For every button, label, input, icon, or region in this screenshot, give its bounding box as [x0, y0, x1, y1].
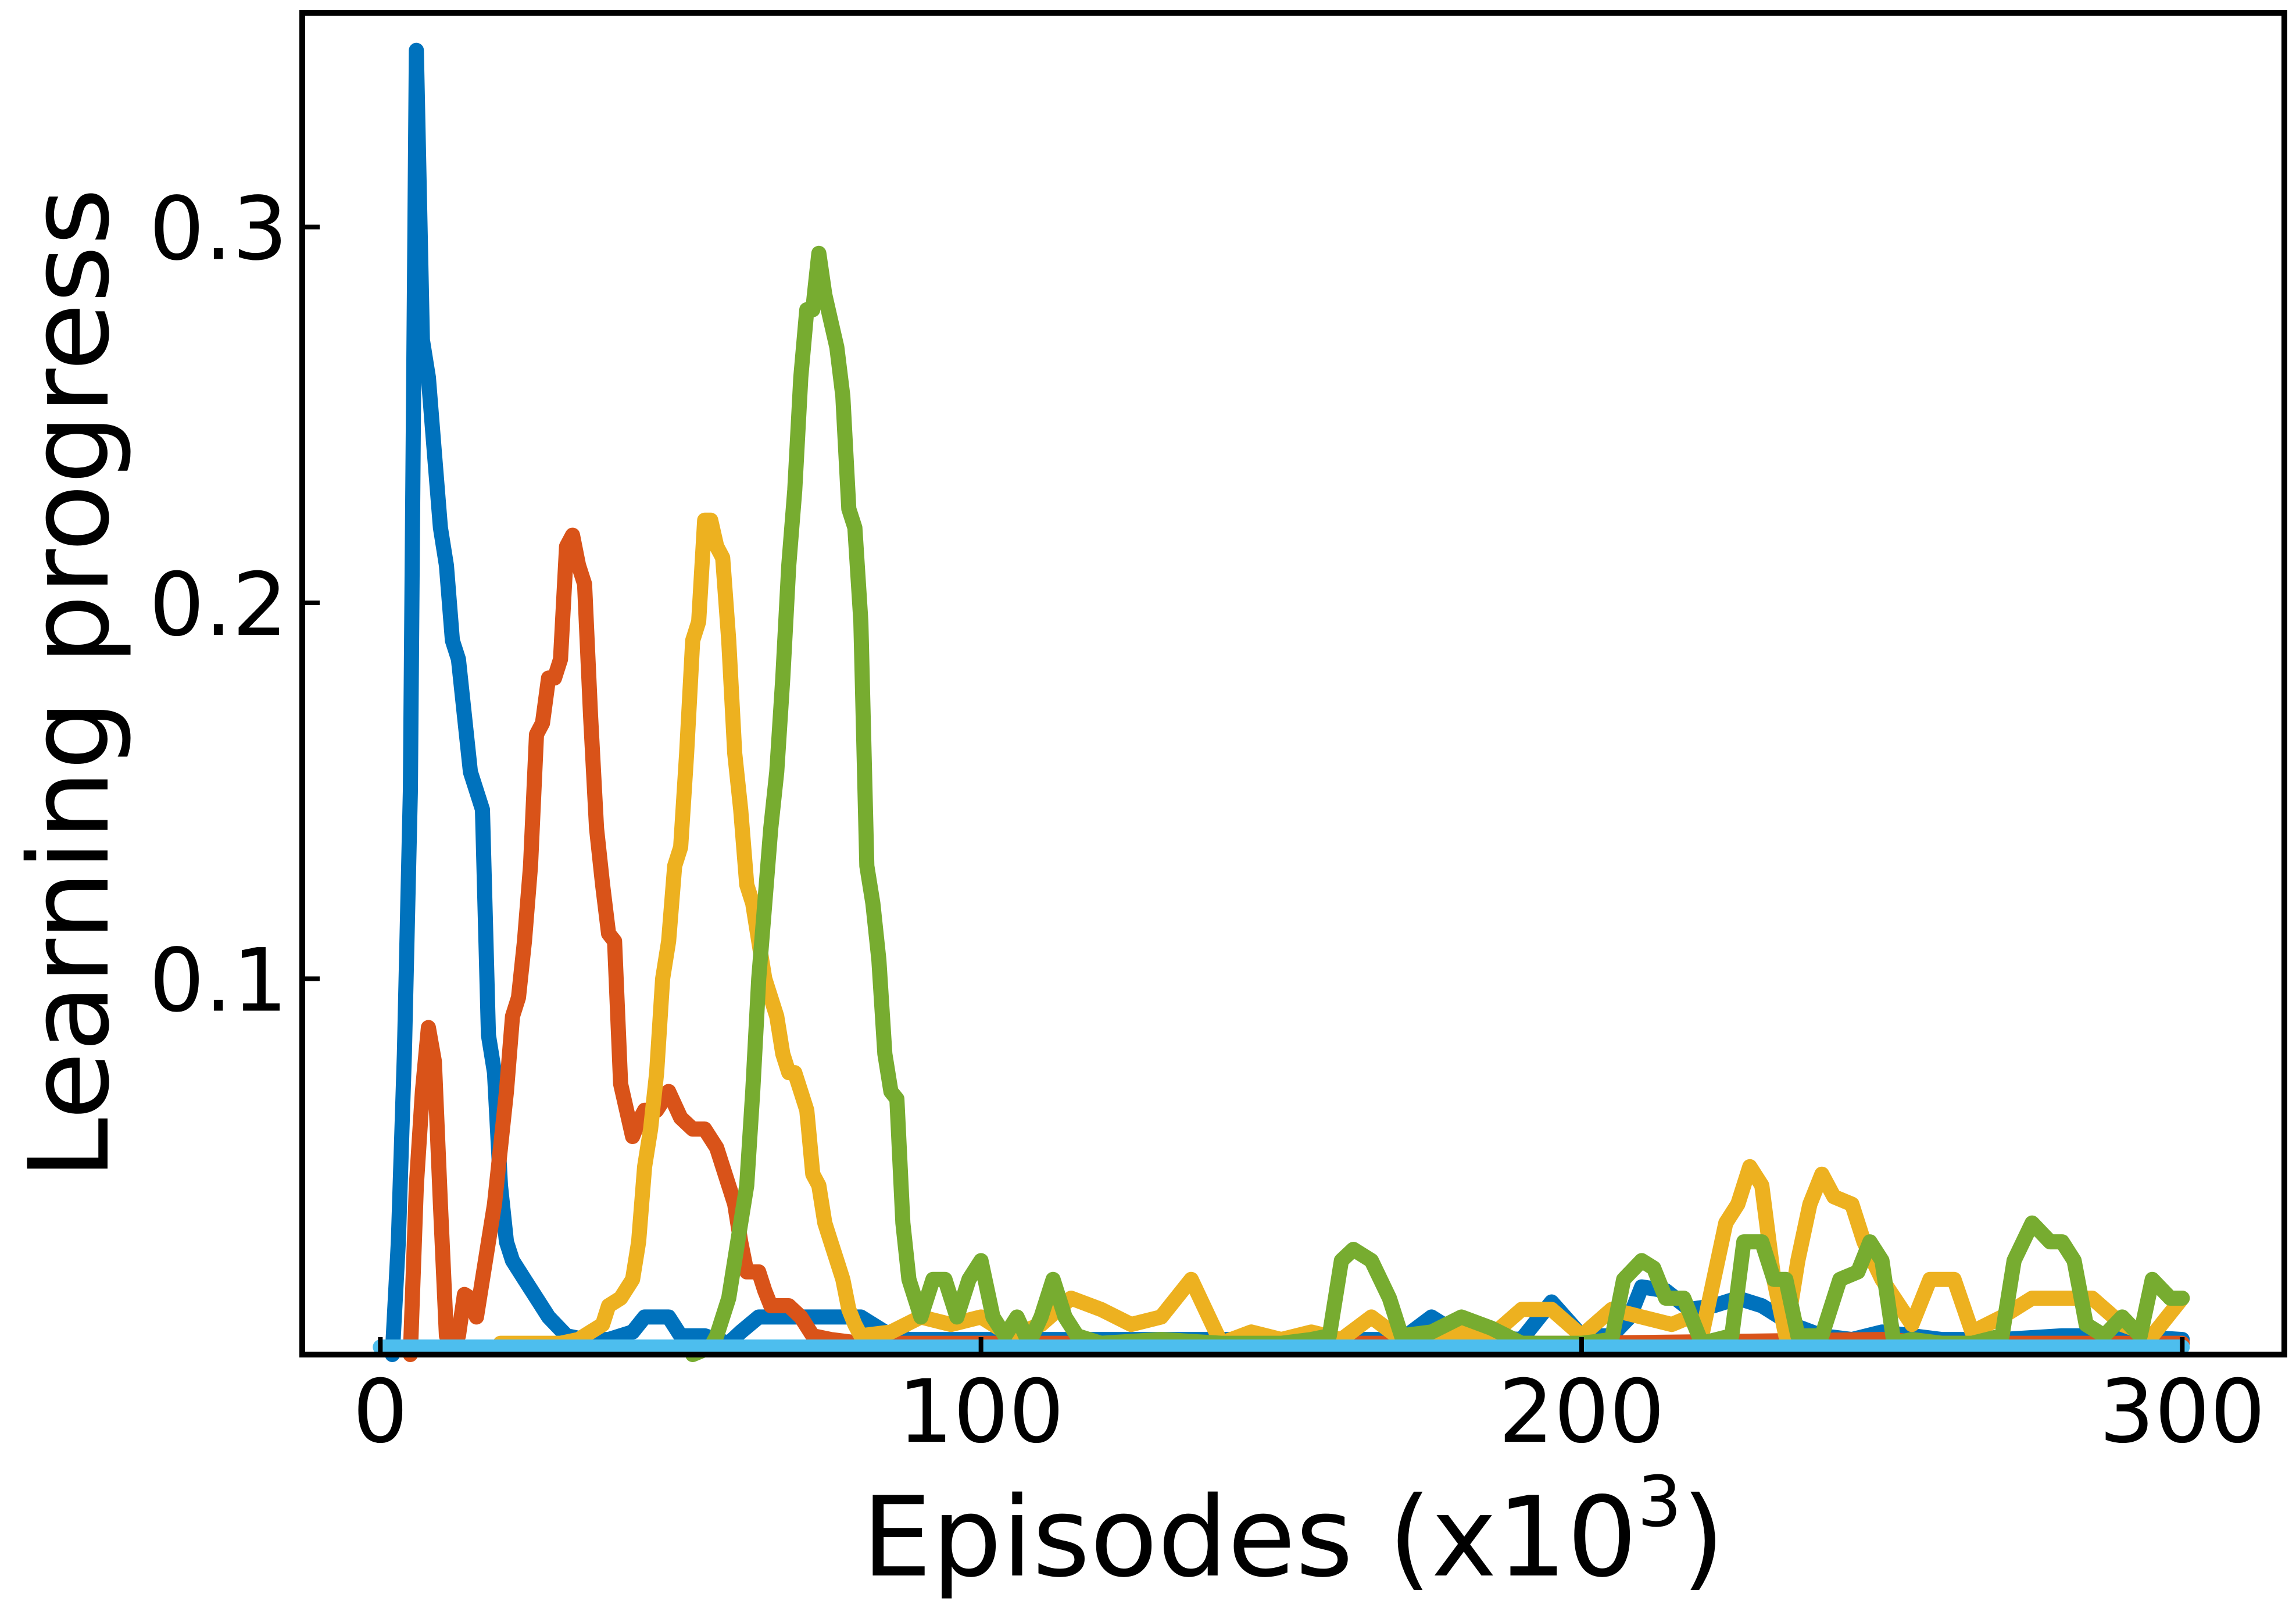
tick-labels-layer: 0 100 200 300 0.1 0.2 0.3	[149, 179, 2265, 1463]
x-axis-label-close: )	[1682, 1473, 1725, 1602]
y-tick-label: 0.2	[149, 555, 288, 656]
series-line-1	[385, 42, 2190, 1362]
y-tick-label: 0.3	[149, 179, 288, 280]
x-axis-label-main: Episodes (x10	[862, 1473, 1637, 1602]
x-tick-label: 300	[2099, 1362, 2265, 1463]
series-line-2	[403, 527, 2190, 1362]
ticks-layer	[302, 224, 2185, 1355]
x-tick-label: 0	[353, 1362, 408, 1463]
x-tick-label: 100	[898, 1362, 1064, 1463]
x-axis-label: Episodes (x103)	[862, 1462, 1725, 1602]
series-layer	[373, 42, 2190, 1362]
y-axis-label: Learning progress	[5, 188, 134, 1179]
series-line-3	[493, 512, 2190, 1351]
series-line-4	[685, 245, 2190, 1362]
plot-frame	[299, 10, 2287, 1357]
x-tick-label: 200	[1499, 1362, 1665, 1463]
x-axis-label-superscript: 3	[1637, 1462, 1682, 1543]
y-tick-label: 0.1	[149, 931, 288, 1032]
